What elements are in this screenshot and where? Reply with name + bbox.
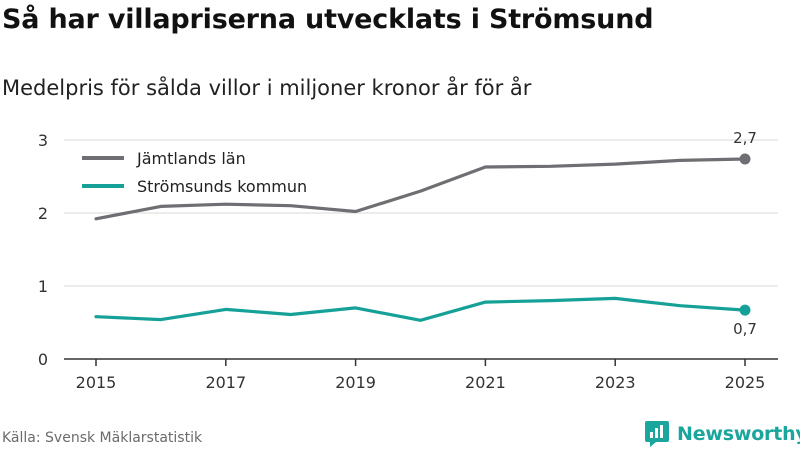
series-end-label-1: 0,7 [733,320,757,338]
y-tick-label-3: 3 [38,131,48,150]
x-tick-label-2025: 2025 [725,373,766,392]
x-tick-label-2021: 2021 [465,373,506,392]
newsworthy-logo-icon [645,421,669,447]
y-tick-label-0: 0 [38,350,48,369]
x-tick-label-2023: 2023 [595,373,636,392]
x-tick-label-2019: 2019 [335,373,376,392]
series-line-1 [94,296,747,322]
legend-label-0: Jämtlands län [136,149,246,168]
series-end-marker-0 [739,153,751,165]
series-end-marker-1 [739,304,751,316]
series-end-label-0: 2,7 [733,129,757,147]
series-line-0 [94,157,747,221]
source-note: Källa: Svensk Mäklarstatistik [2,430,203,446]
line-chart: 0 1 2 3 2015 2017 2019 2021 2023 2025 2,7 0,7 Jämtla… [38,129,778,392]
legend-label-1: Strömsunds kommun [137,177,307,196]
y-tick-label-1: 1 [38,277,48,296]
y-tick-label-2: 2 [38,204,48,223]
x-tick-label-2015: 2015 [76,373,117,392]
chart-subtitle: Medelpris för sålda villor i miljoner kr… [2,76,532,100]
brand-logo[interactable]: Newsworthy [644,420,800,448]
brand-name: Newsworthy [677,423,800,445]
x-tick-label-2017: 2017 [205,373,246,392]
chart-title: Så har villapriserna utvecklats i Ströms… [2,4,654,35]
